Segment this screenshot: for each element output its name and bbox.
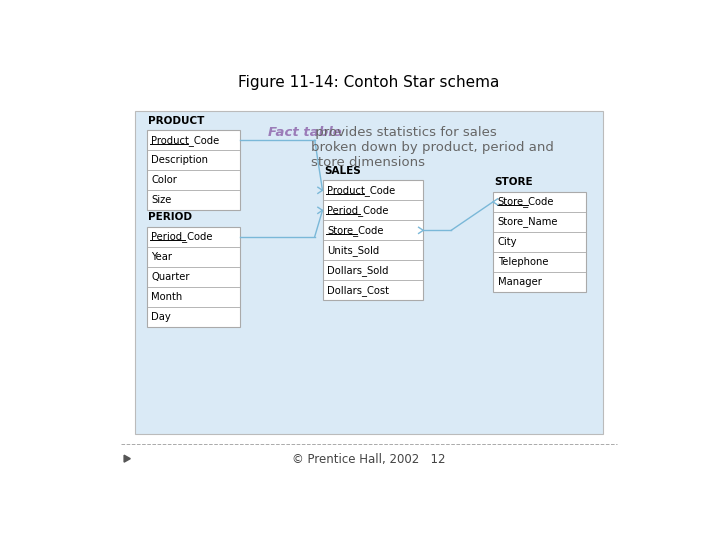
Text: Telephone: Telephone [498,257,548,267]
Bar [135,111,603,434]
Text: Size: Size [151,195,171,205]
Text: Manager: Manager [498,277,541,287]
Bar [147,226,240,327]
Text: PRODUCT: PRODUCT [148,116,204,126]
Text: Period_Code: Period_Code [327,205,389,216]
Text: Units_Sold: Units_Sold [327,245,379,256]
Text: Description: Description [151,156,208,165]
Text: Year: Year [151,252,172,261]
Text: Product_Code: Product_Code [151,135,220,146]
Text: Quarter: Quarter [151,272,190,281]
Text: Day: Day [151,312,171,322]
Text: Figure 11-14: Contoh Star schema: Figure 11-14: Contoh Star schema [238,75,500,90]
Text: Product_Code: Product_Code [327,185,395,196]
Text: Store_Code: Store_Code [327,225,384,236]
Text: © Prentice Hall, 2002   12: © Prentice Hall, 2002 12 [292,453,446,465]
Bar [323,180,423,300]
Text: Store_Name: Store_Name [498,217,558,227]
Polygon shape [124,455,130,462]
Text: Color: Color [151,176,177,185]
Text: PERIOD: PERIOD [148,212,192,222]
Text: Dollars_Sold: Dollars_Sold [327,265,389,276]
Text: Month: Month [151,292,182,301]
Bar [493,192,586,292]
Text: Store_Code: Store_Code [498,197,554,207]
Text: provides statistics for sales
broken down by product, period and
store dimension: provides statistics for sales broken dow… [311,126,554,170]
Text: SALES: SALES [324,166,361,176]
Text: Period_Code: Period_Code [151,231,212,242]
Text: Dollars_Cost: Dollars_Cost [327,285,389,296]
Bar [147,130,240,211]
Text: STORE: STORE [495,177,534,187]
Text: Fact table: Fact table [269,126,342,139]
Text: City: City [498,237,517,247]
